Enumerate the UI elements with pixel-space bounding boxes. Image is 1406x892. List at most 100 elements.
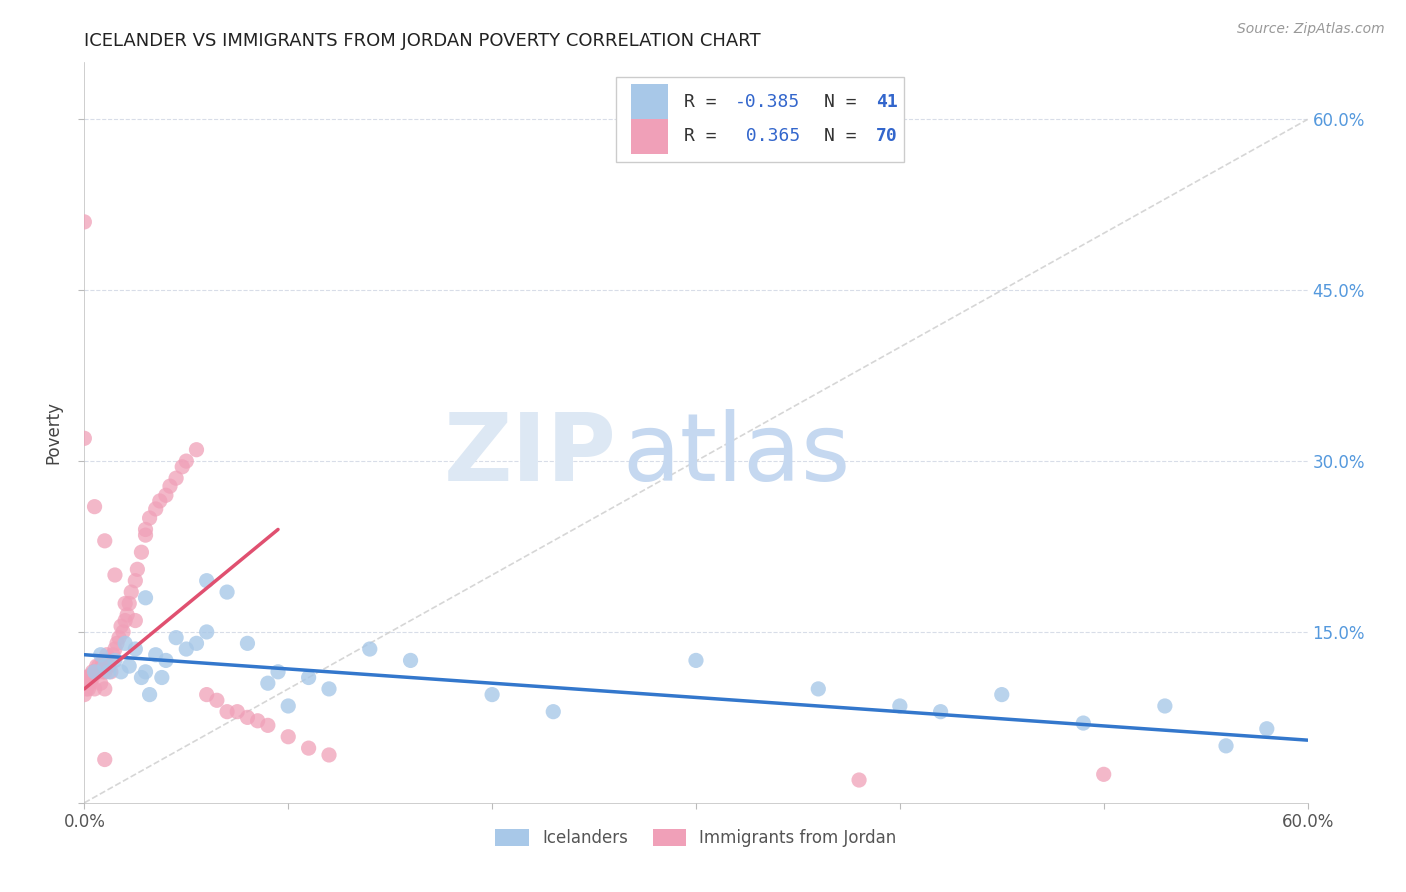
Point xyxy=(138,511,160,525)
Point xyxy=(135,523,157,537)
Point xyxy=(77,681,100,696)
Point xyxy=(127,562,149,576)
Point xyxy=(73,431,96,445)
Point xyxy=(90,648,112,662)
Point xyxy=(100,665,122,679)
Point xyxy=(90,676,112,690)
Point xyxy=(236,636,259,650)
Point xyxy=(93,665,115,679)
Point xyxy=(195,574,218,588)
Point xyxy=(685,653,707,667)
Point xyxy=(135,591,157,605)
Point xyxy=(277,730,299,744)
Text: ZIP: ZIP xyxy=(443,409,616,500)
Point xyxy=(149,494,172,508)
Point xyxy=(93,681,115,696)
Point xyxy=(131,545,153,559)
Point xyxy=(159,479,181,493)
Point xyxy=(889,698,911,713)
Point xyxy=(165,631,187,645)
Point xyxy=(135,528,157,542)
Text: N =: N = xyxy=(824,128,868,145)
FancyBboxPatch shape xyxy=(631,84,668,120)
Point xyxy=(145,502,167,516)
Point xyxy=(165,471,187,485)
Point xyxy=(87,665,110,679)
Text: N =: N = xyxy=(824,93,868,111)
Point xyxy=(929,705,952,719)
Point xyxy=(114,636,136,650)
Point xyxy=(93,533,115,548)
Point xyxy=(87,659,110,673)
Point xyxy=(83,681,105,696)
Point xyxy=(155,488,177,502)
Point xyxy=(91,653,114,667)
Point xyxy=(90,661,112,675)
Point xyxy=(807,681,830,696)
Point xyxy=(217,585,239,599)
Point xyxy=(118,597,141,611)
Point xyxy=(135,665,157,679)
Point xyxy=(1154,698,1177,713)
Point xyxy=(267,665,290,679)
Point xyxy=(150,671,173,685)
Point xyxy=(93,653,115,667)
Point xyxy=(120,585,142,599)
Text: -0.385: -0.385 xyxy=(735,93,800,111)
Point xyxy=(83,500,105,514)
Point xyxy=(105,636,128,650)
Point xyxy=(101,648,124,662)
Point xyxy=(86,665,108,679)
Point xyxy=(83,665,105,679)
Point xyxy=(131,671,153,685)
Point xyxy=(172,459,194,474)
Point xyxy=(97,659,120,673)
Point xyxy=(1073,716,1095,731)
Text: Source: ZipAtlas.com: Source: ZipAtlas.com xyxy=(1237,22,1385,37)
Point xyxy=(205,693,228,707)
Point xyxy=(257,718,280,732)
Point xyxy=(145,648,167,662)
Point xyxy=(110,619,132,633)
Text: atlas: atlas xyxy=(623,409,851,500)
Point xyxy=(75,681,97,696)
Text: R =: R = xyxy=(683,128,727,145)
Point xyxy=(104,653,127,667)
Text: ICELANDER VS IMMIGRANTS FROM JORDAN POVERTY CORRELATION CHART: ICELANDER VS IMMIGRANTS FROM JORDAN POVE… xyxy=(84,32,761,50)
Point xyxy=(277,698,299,713)
Point xyxy=(186,636,208,650)
Point xyxy=(318,681,340,696)
Point xyxy=(186,442,208,457)
Point xyxy=(79,676,101,690)
FancyBboxPatch shape xyxy=(616,78,904,162)
Point xyxy=(195,624,218,639)
Point xyxy=(108,631,131,645)
Point xyxy=(1256,722,1278,736)
Point xyxy=(124,614,146,628)
Point xyxy=(124,574,146,588)
Point xyxy=(73,671,96,685)
Point xyxy=(246,714,269,728)
Point xyxy=(79,668,101,682)
Point xyxy=(91,665,114,679)
Point xyxy=(73,688,96,702)
Point xyxy=(257,676,280,690)
Point xyxy=(75,676,97,690)
Point xyxy=(155,653,177,667)
Text: 70: 70 xyxy=(876,128,897,145)
Point xyxy=(991,688,1014,702)
Point xyxy=(318,747,340,762)
Point xyxy=(543,705,565,719)
Point xyxy=(298,741,321,756)
Point xyxy=(174,642,197,657)
Point xyxy=(359,642,381,657)
Point xyxy=(481,688,503,702)
Point xyxy=(77,673,100,687)
FancyBboxPatch shape xyxy=(631,119,668,154)
Text: 41: 41 xyxy=(876,93,897,111)
Point xyxy=(115,607,138,622)
Point xyxy=(298,671,321,685)
Point xyxy=(124,642,146,657)
Point xyxy=(114,614,136,628)
Point xyxy=(114,597,136,611)
